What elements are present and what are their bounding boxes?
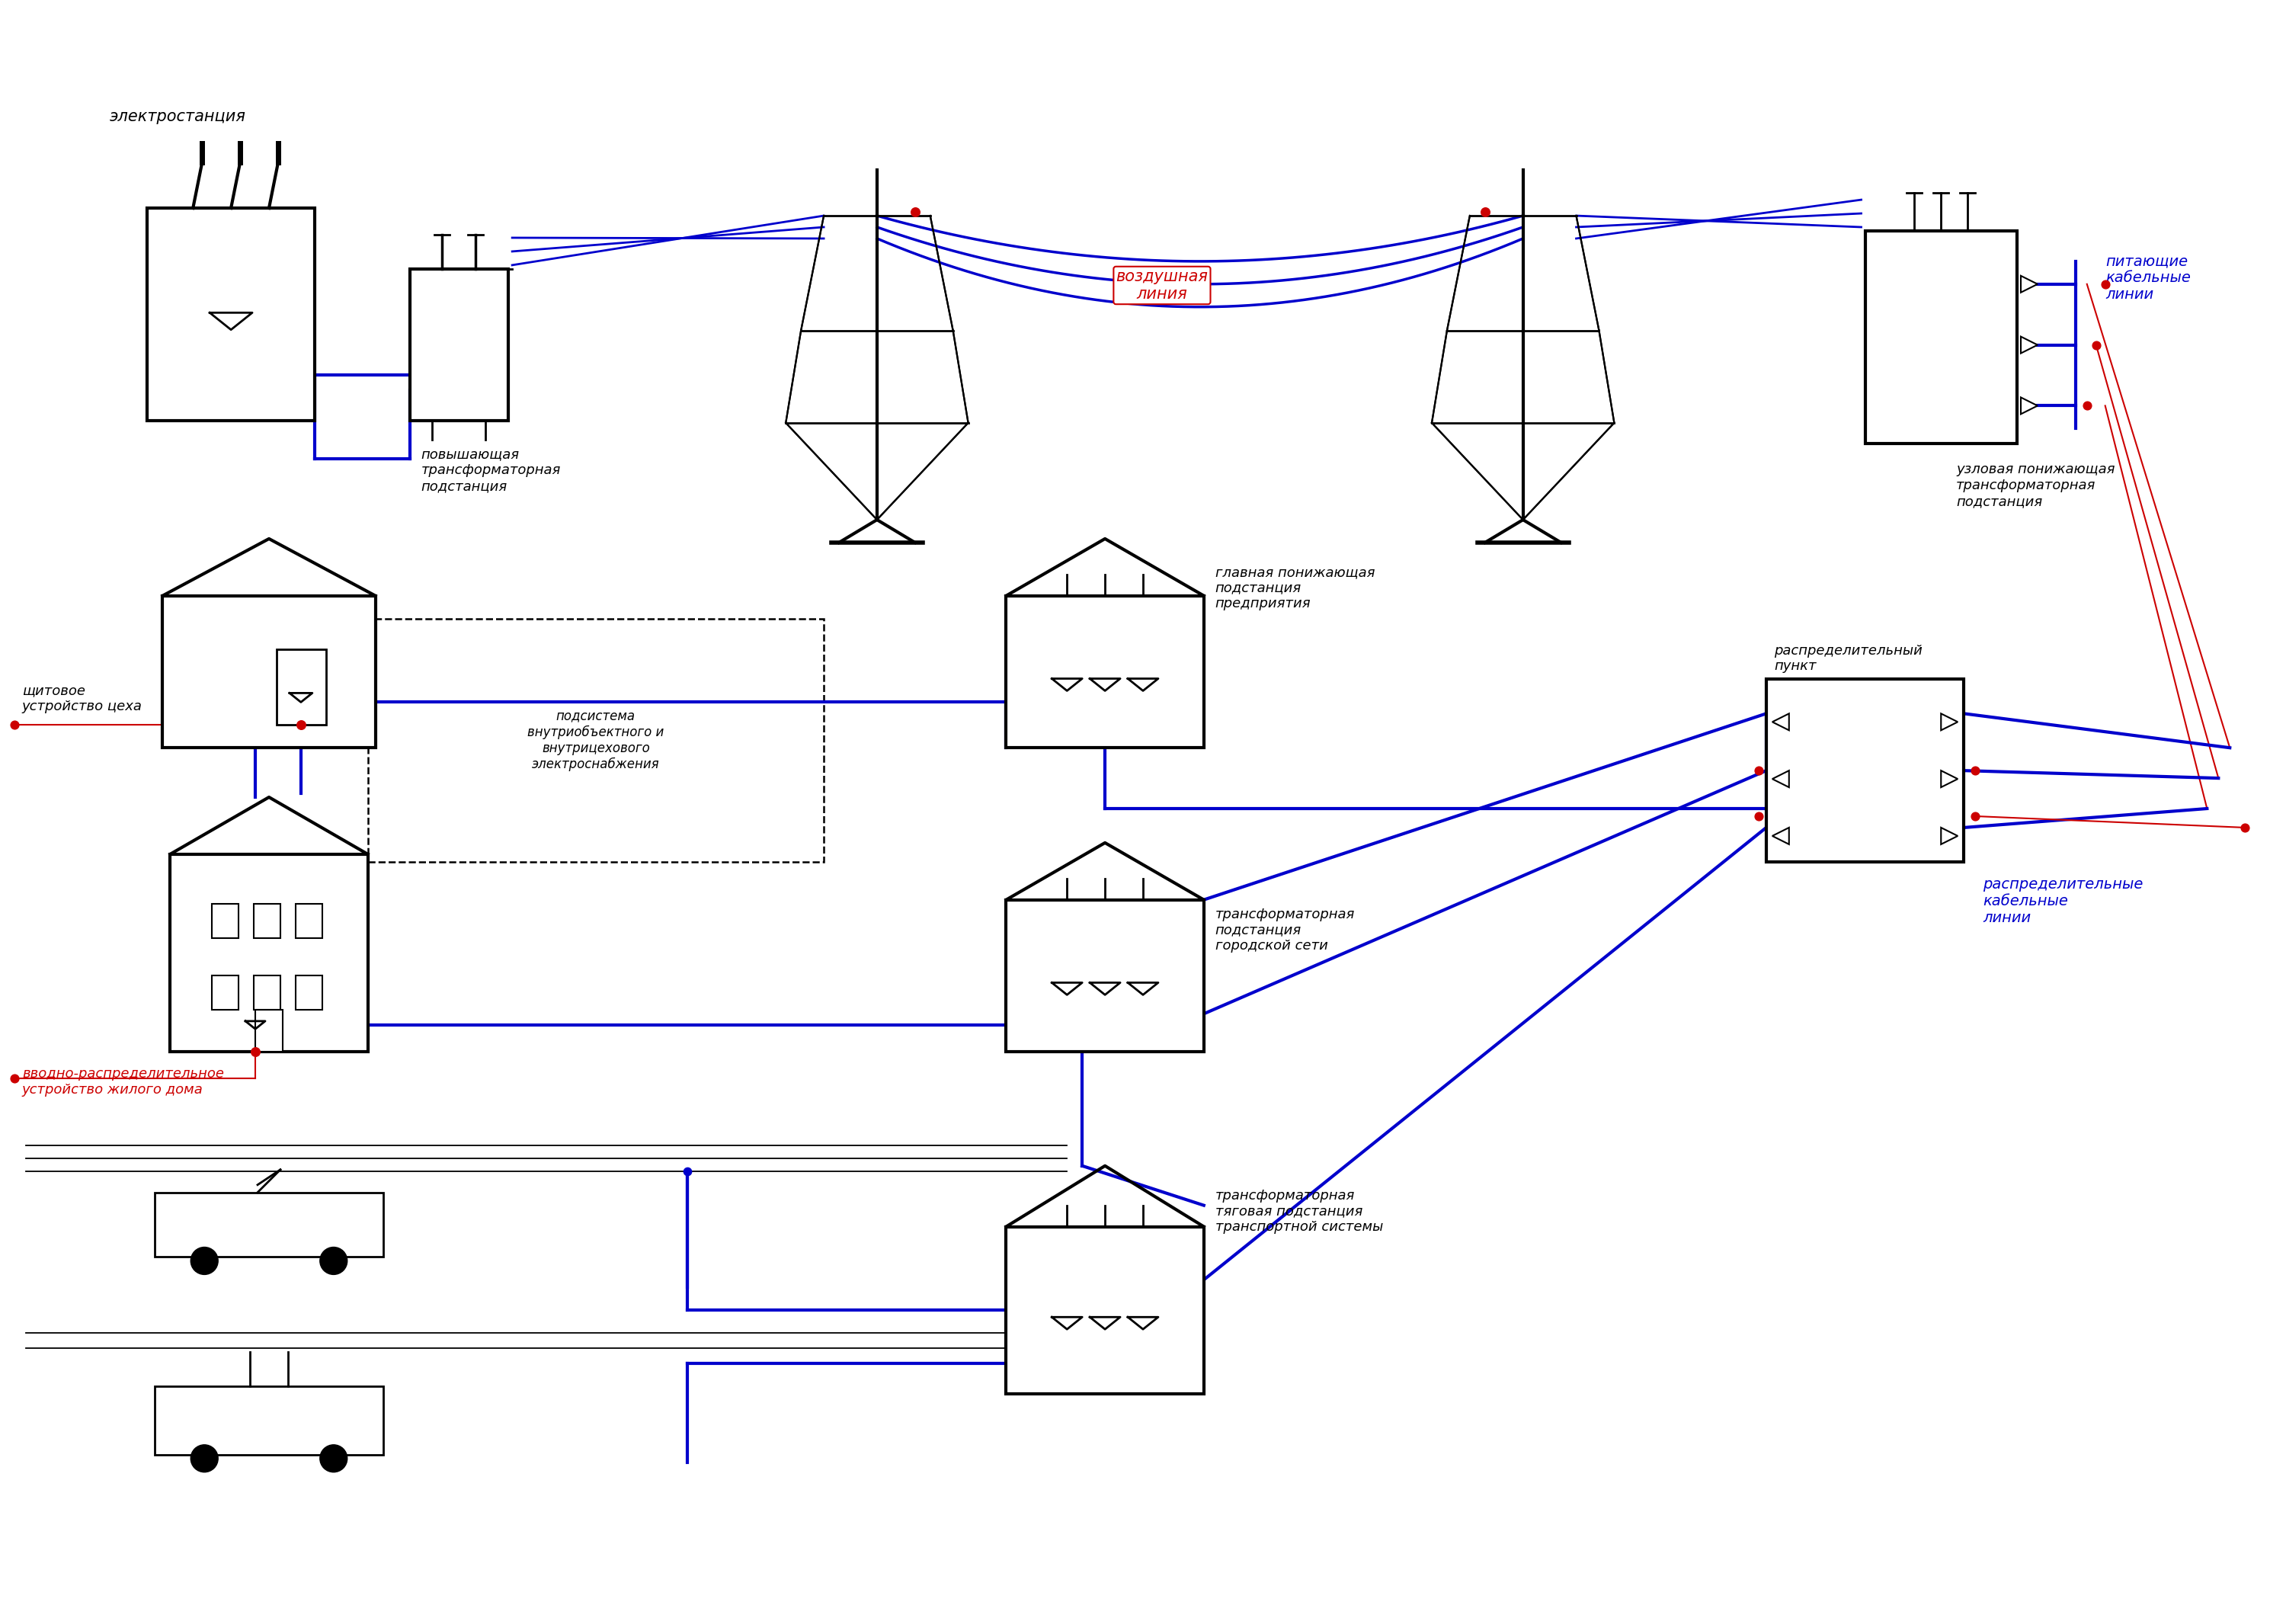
Bar	[162, 596, 375, 747]
Polygon shape	[1941, 828, 1957, 844]
Text: питающие
кабельные
линии: питающие кабельные линии	[2105, 253, 2192, 302]
Polygon shape	[1772, 828, 1790, 844]
Bar	[169, 854, 368, 1052]
Point	[0, 1065, 32, 1091]
Bar	[146, 208, 315, 421]
Point	[0, 711, 32, 737]
Text: трансформаторная
подстанция
городской сети: трансформаторная подстанция городской се…	[1216, 908, 1356, 953]
Point	[238, 1039, 274, 1065]
Bar	[277, 650, 327, 724]
Text: подсистема
внутриобъектного и
внутрицехового
электроснабжения: подсистема внутриобъектного и внутрицехо…	[528, 710, 665, 771]
Text: главная понижающая
подстанция
предприятия: главная понижающая подстанция предприяти…	[1216, 565, 1374, 611]
Point	[2227, 815, 2263, 841]
Bar	[213, 976, 238, 1010]
Point	[2069, 393, 2105, 419]
Text: вводно-распределительное
устройство жилого дома: вводно-распределительное устройство жило…	[23, 1067, 224, 1096]
Point	[1740, 804, 1776, 830]
Bar	[254, 903, 281, 937]
Bar	[213, 903, 238, 937]
Circle shape	[190, 1445, 217, 1471]
Circle shape	[320, 1445, 347, 1471]
Polygon shape	[2021, 398, 2037, 414]
Text: повышающая
трансформаторная
подстанция: повышающая трансформаторная подстанция	[421, 448, 560, 494]
Bar	[295, 903, 322, 937]
Polygon shape	[2021, 336, 2037, 354]
Polygon shape	[1772, 713, 1790, 731]
Text: распределительный
пункт: распределительный пункт	[1774, 643, 1923, 674]
Text: трансформаторная
тяговая подстанция
транспортной системы: трансформаторная тяговая подстанция тран…	[1216, 1189, 1383, 1234]
Point	[283, 711, 320, 737]
Bar	[155, 1387, 384, 1455]
Point	[670, 1158, 706, 1184]
Text: щитовое
устройство цеха: щитовое устройство цеха	[23, 684, 142, 713]
Bar	[256, 1010, 283, 1052]
Bar	[409, 270, 507, 421]
Point	[1957, 757, 1993, 783]
Point	[896, 198, 933, 224]
Point	[2078, 331, 2115, 357]
Bar	[254, 976, 281, 1010]
Polygon shape	[1772, 770, 1790, 788]
Point	[1957, 804, 1993, 830]
Bar	[368, 619, 823, 862]
Point	[2087, 271, 2124, 297]
Polygon shape	[2021, 276, 2037, 292]
Text: узловая понижающая
трансформаторная
подстанция: узловая понижающая трансформаторная подс…	[1957, 463, 2115, 508]
Bar	[1006, 596, 1205, 747]
Bar	[155, 1192, 384, 1257]
Text: распределительные
кабельные
линии: распределительные кабельные линии	[1982, 877, 2142, 926]
Bar	[1006, 900, 1205, 1052]
Bar	[1006, 1226, 1205, 1393]
Point	[1740, 757, 1776, 783]
Circle shape	[190, 1247, 217, 1275]
Bar	[295, 976, 322, 1010]
Point	[1468, 198, 1504, 224]
Polygon shape	[1941, 770, 1957, 788]
Text: электростанция: электростанция	[110, 109, 245, 125]
Bar	[1767, 679, 1964, 862]
Bar	[1865, 231, 2016, 443]
Text: воздушная
линия: воздушная линия	[1116, 270, 1207, 302]
Polygon shape	[1941, 713, 1957, 731]
Circle shape	[320, 1247, 347, 1275]
